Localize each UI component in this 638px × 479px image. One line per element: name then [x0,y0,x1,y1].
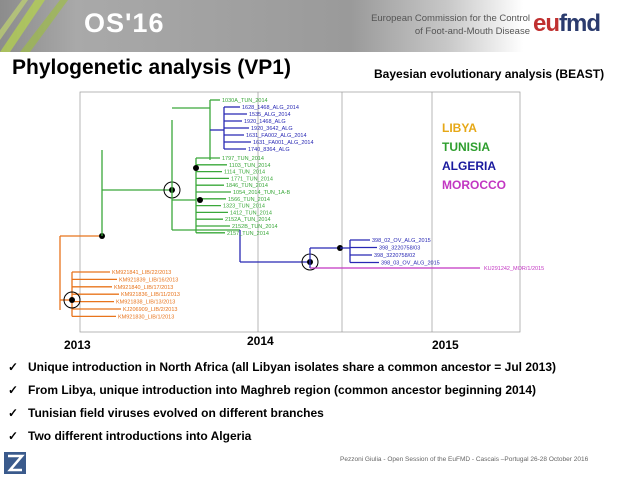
taxon-label: KU291242_MOR/1/2015 [484,266,544,272]
ancestor-ring [63,291,81,309]
node-marker [69,297,75,303]
taxon-label: 1631_FA002_ALG_2014 [246,133,307,139]
taxon-label: KM921836_LIB/11/2013 [121,292,180,298]
eufmd-logo-eu: eu [533,10,560,37]
ec-text: European Commission for the Control of F… [370,12,530,38]
taxon-label: 1054_2014_TUN_1A-B [233,190,291,196]
checkmark-icon: ✓ [8,360,19,374]
taxon-label: 1920_3642_ALG [251,126,293,132]
eufmd-logo: eufmd [533,10,601,38]
finding-item: ✓ From Libya, unique introduction into Ma… [8,379,633,402]
node-marker [193,165,199,171]
taxon-label: 398_3220758/03 [379,246,420,252]
finding-item: ✓ Two different introductions into Algeri… [8,425,633,448]
taxon-label: 1740_8364_ALG [248,147,290,153]
taxon-label: 1323_TUN_2014 [223,204,265,210]
tree-branches [59,99,480,318]
taxon-label: 1631_FA001_ALG_2014 [253,140,314,146]
checkmark-icon: ✓ [8,406,19,420]
taxon-label: 398_03_OV_ALG_2015 [381,261,440,267]
institute-logo-icon [4,452,26,474]
taxon-label: 1771_TUN_2014 [231,176,273,182]
year-2014: 2014 [247,334,274,348]
taxon-label: KM921830_LIB/1/2013 [118,314,174,320]
slide-subtitle: Bayesian evolutionary analysis (BEAST) [374,67,605,81]
ec-line-2: of Foot-and-Mouth Disease [414,26,530,37]
legend-morocco: MOROCCO [442,178,506,192]
finding-text: Two different introductions into Algeria [28,429,252,443]
footer-credit: Pezzoni Giulia - Open Session of the EuF… [340,456,589,463]
taxon-label: 1846_TUN_2014 [226,183,268,189]
checkmark-icon: ✓ [8,383,19,397]
taxon-label: 1920_1468_ALG [244,119,286,125]
taxon-label: 1566_TUN_2014 [228,197,270,203]
taxon-label: 1030A_TUN_2014 [222,98,268,104]
taxon-label: 2157_TUN_2014 [227,231,269,237]
finding-item: ✓ Unique introduction in North Africa (al… [8,356,633,379]
legend-libya: LIBYA [442,121,477,135]
taxon-label: 1103_TUN_2014 [229,163,270,169]
node-marker [197,197,203,203]
eufmd-logo-fmd: fmd [559,10,601,37]
phylogenetic-tree: KM921841_LIB/22/2013KM921839_LIB/16/2013… [59,91,544,333]
slide-title: Phylogenetic analysis (VP1) [12,56,291,79]
taxon-label: 1628_1468_ALG_2014 [242,105,299,111]
legend-tunisia: TUNISIA [442,140,490,154]
legend-algeria: ALGERIA [442,159,496,173]
year-2015: 2015 [432,338,459,352]
taxon-label: KM921841_LIB/22/2013 [112,270,171,276]
ec-line-1: European Commission for the Control [371,13,530,24]
taxon-label: 1114_TUN_2014 [224,170,265,176]
finding-text: Unique introduction in North Africa (all… [28,360,557,374]
taxon-label: 1412_TUN_2014 [230,210,272,216]
tree-frame [79,91,521,333]
taxon-label: KM921839_LIB/16/2013 [119,277,178,283]
os16-logo: OS'16 [84,8,165,38]
year-2013: 2013 [64,338,91,352]
checkmark-icon: ✓ [8,429,19,443]
taxon-label: 2152B_TUN_2014 [232,224,278,230]
taxon-label: 398_3220758/02 [374,253,415,259]
taxon-label: 398_02_OV_ALG_2015 [372,238,431,244]
taxon-label: KM921838_LIB/13/2013 [116,300,175,306]
tree-labels: KM921841_LIB/22/2013KM921839_LIB/16/2013… [112,98,544,320]
leaf-graphic-icon [0,0,68,52]
taxon-label: 1797_TUN_2014 [222,156,264,162]
taxon-label: KM921840_LIB/17/2013 [114,285,173,291]
finding-text: From Libya, unique introduction into Mag… [28,383,537,397]
findings-list: ✓ Unique introduction in North Africa (al… [8,356,633,448]
taxon-label: KJ206909_LIB/2/2013 [123,307,177,313]
finding-item: ✓ Tunisian field viruses evolved on diffe… [8,402,633,425]
taxon-label: 2152A_TUN_2014 [225,217,271,223]
country-legend: LIBYA TUNISIA ALGERIA MOROCCO [442,119,506,195]
taxon-label: 1535_ALG_2014 [249,112,291,118]
finding-text: Tunisian field viruses evolved on differ… [28,406,324,420]
header-banner: OS'16 European Commission for the Contro… [0,0,638,52]
